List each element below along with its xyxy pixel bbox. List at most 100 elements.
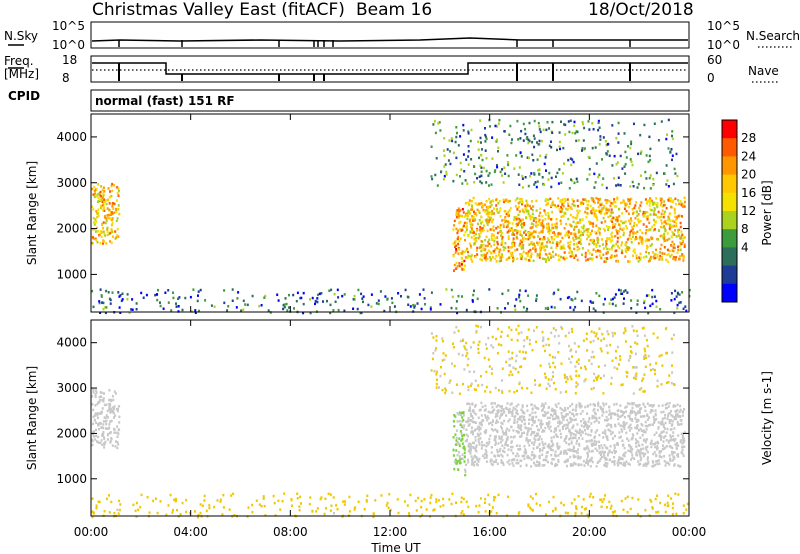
echo-cell: [524, 426, 527, 429]
echo-cell: [555, 222, 558, 225]
echo-cell: [534, 181, 537, 184]
echo-cell: [621, 383, 624, 386]
echo-cell: [603, 431, 606, 434]
echo-cell: [583, 425, 586, 429]
echo-cell: [537, 121, 540, 125]
echo-cell: [502, 411, 505, 414]
echo-cell: [588, 252, 591, 255]
echo-cell: [333, 512, 335, 515]
echo-cell: [572, 236, 574, 240]
echo-cell: [598, 294, 601, 298]
echo-cell: [576, 180, 579, 183]
echo-cell: [685, 508, 688, 511]
echo-cell: [478, 504, 481, 507]
echo-cell: [535, 297, 538, 301]
echo-cell: [668, 237, 671, 241]
echo-cell: [620, 415, 623, 418]
echo-cell: [677, 464, 680, 467]
echo-cell: [536, 243, 539, 246]
x-tick-label: 20:00: [572, 525, 607, 539]
echo-cell: [194, 311, 197, 314]
echo-cell: [539, 364, 542, 367]
echo-cell: [648, 154, 651, 158]
echo-cell: [524, 229, 527, 233]
echo-cell: [622, 454, 625, 457]
echo-cell: [110, 223, 113, 227]
echo-cell: [607, 452, 610, 455]
echo-cell: [627, 449, 630, 453]
echo-cell: [498, 209, 501, 213]
echo-cell: [638, 463, 641, 466]
echo-cell: [568, 443, 571, 446]
echo-cell: [481, 444, 483, 447]
echo-cell: [622, 231, 625, 235]
echo-cell: [515, 222, 518, 226]
echo-cell: [501, 237, 504, 240]
echo-cell: [647, 416, 650, 419]
echo-cell: [584, 251, 587, 255]
echo-cell: [156, 511, 159, 515]
echo-cell: [624, 243, 627, 246]
echo-cell: [496, 420, 499, 424]
echo-cell: [671, 130, 674, 133]
echo-cell: [631, 456, 634, 459]
echo-cell: [485, 416, 488, 419]
echo-cell: [264, 294, 267, 298]
echo-cell: [557, 415, 560, 419]
echo-cell: [465, 420, 468, 424]
echo-cell: [560, 412, 563, 415]
echo-cell: [575, 505, 577, 508]
echo-cell: [591, 257, 594, 260]
echo-cell: [485, 169, 488, 173]
echo-cell: [682, 259, 685, 262]
echo-cell: [455, 307, 458, 310]
echo-cell: [500, 409, 503, 413]
echo-cell: [613, 460, 616, 463]
echo-cell: [461, 214, 464, 218]
echo-cell: [649, 442, 652, 445]
echo-cell: [508, 373, 511, 377]
echo-cell: [598, 433, 601, 437]
echo-cell: [627, 219, 630, 223]
echo-cell: [560, 408, 563, 411]
echo-cell: [609, 343, 612, 347]
echo-cell: [540, 230, 543, 233]
echo-cell: [462, 513, 465, 516]
echo-cell: [583, 379, 586, 383]
echo-cell: [513, 218, 515, 222]
echo-cell: [532, 223, 535, 226]
echo-cell: [413, 306, 416, 309]
echo-cell: [499, 215, 502, 218]
echo-cell: [443, 154, 446, 157]
echo-cell: [520, 198, 523, 202]
echo-cell: [99, 288, 102, 291]
echo-cell: [663, 200, 666, 203]
echo-cell: [677, 231, 679, 234]
echo-cell: [602, 227, 605, 231]
echo-cell: [544, 376, 547, 379]
echo-cell: [666, 501, 669, 505]
echo-cell: [601, 183, 604, 187]
echo-cell: [560, 436, 563, 439]
echo-cell: [506, 402, 509, 405]
echo-cell: [678, 410, 681, 414]
echo-cell: [550, 253, 553, 257]
echo-cell: [519, 365, 522, 369]
echo-cell: [520, 234, 523, 237]
echo-cell: [541, 257, 544, 260]
echo-cell: [319, 497, 322, 501]
echo-cell: [604, 364, 607, 367]
power-y-label: Slant Range [km]: [25, 161, 39, 265]
echo-cell: [592, 496, 595, 499]
echo-cell: [604, 245, 607, 248]
echo-cell: [328, 289, 331, 292]
echo-cell: [650, 445, 653, 449]
echo-cell: [506, 225, 509, 228]
echo-cell: [535, 294, 538, 297]
echo-cell: [574, 455, 577, 458]
echo-cell: [565, 459, 568, 462]
echo-cell: [652, 256, 655, 260]
echo-cell: [584, 447, 587, 450]
echo-cell: [470, 431, 473, 434]
echo-cell: [681, 432, 684, 435]
